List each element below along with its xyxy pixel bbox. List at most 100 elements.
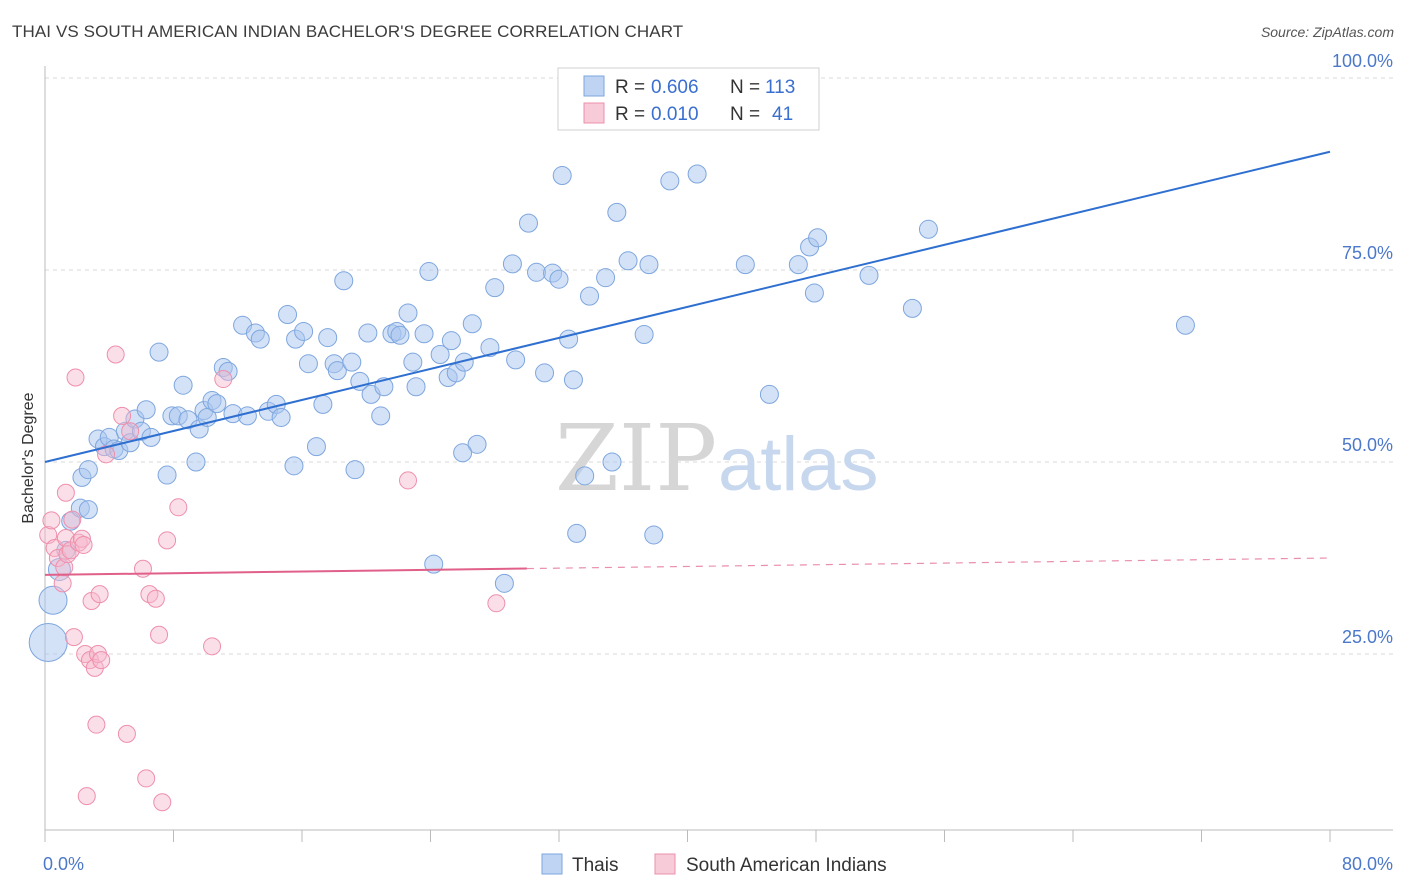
- sa-point-28: [117, 724, 136, 743]
- thai-point-106: [808, 228, 828, 248]
- x-tick-label-max: 80.0%: [1342, 854, 1393, 874]
- thai-point-107: [859, 265, 879, 285]
- thai-point-95: [618, 251, 638, 271]
- thai-point-93: [602, 452, 622, 472]
- thai-point-26: [186, 452, 206, 472]
- sa-point-20: [85, 658, 104, 677]
- y-tick-label-25: 25.0%: [1342, 627, 1393, 647]
- sa-point-24: [92, 651, 111, 670]
- y-tick-label-100: 100.0%: [1332, 51, 1393, 71]
- sa-point-35: [153, 793, 172, 812]
- sa-point-27: [113, 406, 132, 425]
- legend-n-value-sa: 41: [772, 104, 793, 125]
- bottom-legend-swatch-thais: [541, 853, 563, 875]
- thai-point-89: [567, 523, 587, 543]
- thai-points: [28, 164, 1195, 662]
- legend-swatch-thais: [583, 75, 605, 97]
- grid-lines: [45, 77, 1393, 655]
- sa-point-4: [53, 574, 72, 593]
- thai-point-66: [414, 324, 434, 344]
- thai-point-94: [607, 202, 627, 222]
- watermark-zip: ZIP: [555, 405, 717, 512]
- thai-point-78: [494, 573, 514, 593]
- sa-trend-line-dashed: [526, 557, 1331, 570]
- thai-point-98: [644, 525, 664, 545]
- watermark-atlas: atlas: [718, 422, 879, 507]
- legend-n-label-thais: N =: [730, 77, 760, 98]
- thai-point-51: [327, 361, 347, 381]
- x-tick-labels: 0.0% 80.0%: [43, 854, 1393, 874]
- thai-point-83: [535, 363, 555, 383]
- thai-point-38: [250, 329, 270, 349]
- sa-point-1: [42, 511, 61, 530]
- thai-point-8: [78, 460, 98, 480]
- trend-lines: [44, 150, 1331, 576]
- y-tick-labels: 25.0% 50.0% 75.0% 100.0%: [1332, 51, 1393, 647]
- thai-point-97: [639, 255, 659, 275]
- y-tick-label-75: 75.0%: [1342, 243, 1393, 263]
- legend-r-label-sa: R =: [615, 104, 645, 125]
- thai-point-100: [687, 164, 707, 184]
- sa-point-41: [487, 594, 506, 613]
- y-tick-label-50: 50.0%: [1342, 435, 1393, 455]
- legend-swatch-sa: [583, 102, 605, 124]
- bottom-legend-swatch-sa: [654, 853, 676, 875]
- sa-point-37: [169, 498, 188, 517]
- y-axis-label: Bachelor's Degree: [20, 392, 37, 523]
- thai-point-108: [902, 298, 922, 318]
- sa-point-23: [90, 585, 109, 604]
- thai-point-109: [918, 219, 938, 239]
- thai-point-18: [136, 400, 156, 420]
- thai-trend-line: [44, 150, 1331, 463]
- bottom-legend-thais: Thais: [572, 855, 618, 876]
- thai-point-75: [467, 434, 487, 454]
- thai-point-86: [552, 166, 572, 186]
- thai-point-105: [804, 283, 824, 303]
- thai-point-88: [563, 370, 583, 390]
- thai-point-81: [518, 213, 538, 233]
- thai-point-43: [284, 456, 304, 476]
- thai-point-58: [371, 406, 391, 426]
- series-legend: Thais South American Indians: [541, 853, 887, 876]
- sa-point-36: [158, 531, 177, 550]
- thai-point-67: [419, 262, 439, 282]
- sa-point-15: [74, 535, 93, 554]
- thai-point-68: [424, 554, 444, 574]
- sa-point-26: [106, 345, 125, 364]
- sa-point-12: [66, 368, 85, 387]
- sa-point-32: [140, 585, 159, 604]
- thai-point-53: [342, 352, 362, 372]
- thai-point-56: [358, 323, 378, 343]
- thai-point-47: [306, 437, 326, 457]
- thai-point-99: [660, 171, 680, 191]
- legend-n-label-sa: N =: [730, 104, 760, 125]
- sa-point-30: [133, 559, 152, 578]
- correlation-legend: R = 0.606 N = 113 R = 0.010 N = 41: [557, 67, 820, 131]
- thai-point-52: [334, 271, 354, 291]
- thai-point-36: [237, 406, 257, 426]
- sa-point-0: [39, 525, 58, 544]
- thai-point-41: [271, 407, 291, 427]
- sa-point-29: [121, 422, 140, 441]
- thai-point-65: [406, 377, 426, 397]
- sa-point-39: [214, 370, 233, 389]
- thai-point-42: [278, 305, 298, 325]
- thai-point-54: [345, 460, 365, 480]
- thai-point-77: [485, 278, 505, 298]
- sa-point-21: [87, 715, 106, 734]
- thai-point-80: [506, 350, 526, 370]
- sa-point-38: [203, 637, 222, 656]
- thai-point-31: [207, 394, 227, 414]
- legend-r-value-thais: 0.606: [651, 77, 699, 98]
- thai-point-82: [527, 262, 547, 282]
- thai-point-79: [502, 254, 522, 274]
- thai-point-85: [549, 269, 569, 289]
- thai-point-1: [38, 585, 68, 615]
- sa-point-34: [150, 625, 169, 644]
- thai-point-62: [390, 325, 410, 345]
- thai-point-69: [430, 344, 450, 364]
- thai-point-101: [735, 255, 755, 275]
- thai-point-91: [580, 286, 600, 306]
- x-tick-label-min: 0.0%: [43, 854, 84, 874]
